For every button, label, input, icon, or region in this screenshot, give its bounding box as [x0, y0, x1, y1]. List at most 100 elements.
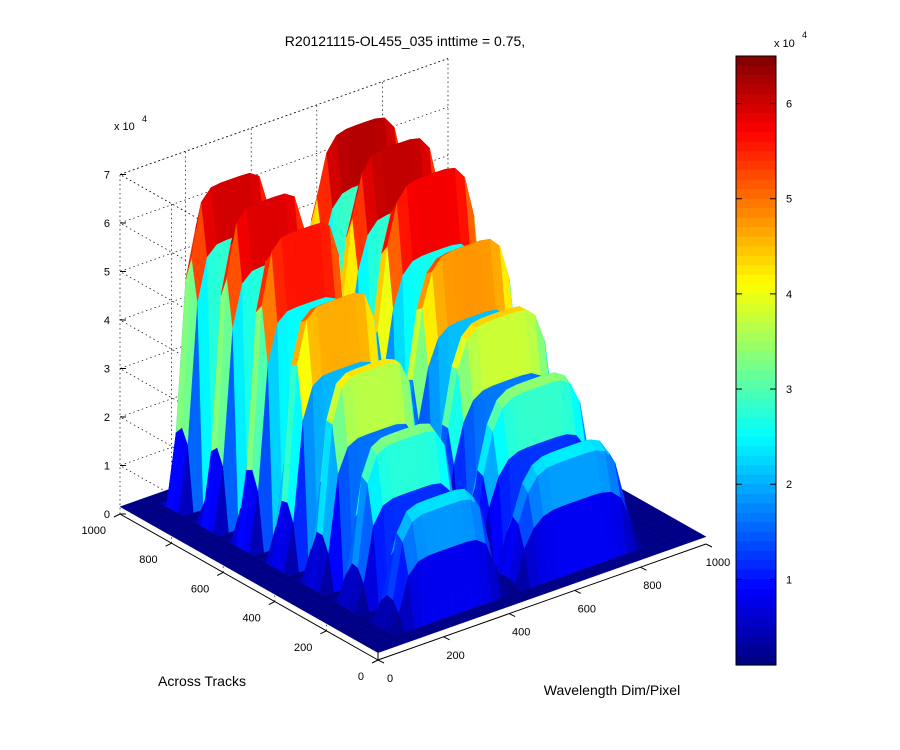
y-tick-label: 1000	[82, 525, 106, 537]
colorbar: 1 2 3 4 5 6 x 10 4	[735, 30, 807, 666]
colorbar-step	[736, 427, 776, 438]
x-tick-mark	[640, 566, 647, 571]
chart-title: R20121115-OL455_035 inttime = 0.75,	[285, 33, 525, 49]
axes-3d: 0 200 400 600 800 1000 0 200 400 600 800 1000 0 1 2 3 4 5…	[82, 58, 731, 686]
surface-patch	[690, 533, 707, 541]
y-tick-mark	[268, 601, 276, 606]
colorbar-step	[736, 588, 776, 599]
colorbar-step	[736, 598, 776, 609]
z-tick-label: 2	[104, 412, 110, 424]
colorbar-step	[736, 350, 776, 362]
colorbar-step	[736, 255, 776, 266]
colorbar-step	[736, 217, 776, 228]
z-tick-label: 6	[104, 218, 110, 230]
colorbar-step	[736, 151, 776, 162]
axis-line	[119, 513, 379, 661]
colorbar-step	[736, 274, 776, 285]
colorbar-step	[736, 331, 776, 343]
y-tick-mark	[216, 571, 224, 576]
colorbar-step	[736, 617, 776, 628]
y-tick-label: 600	[191, 583, 209, 595]
y-tick-mark	[320, 630, 327, 635]
colorbar-step	[736, 94, 776, 105]
colorbar-step	[736, 265, 776, 276]
colorbar-step	[736, 370, 776, 381]
colorbar-step	[736, 503, 776, 514]
colorbar-tick-label: 2	[786, 479, 792, 491]
colorbar-step	[736, 293, 776, 305]
y-tick-mark	[113, 513, 121, 518]
colorbar-step	[736, 65, 776, 76]
y-tick-label: 400	[242, 613, 260, 625]
colorbar-ticks: 1 2 3 4 5 6	[736, 99, 792, 586]
colorbar-step	[736, 436, 776, 447]
colorbar-step	[736, 541, 776, 552]
colorbar-step	[736, 122, 776, 133]
colorbar-tick-label: 1	[786, 574, 792, 586]
surface-plot	[119, 117, 707, 653]
colorbar-step	[736, 645, 776, 657]
colorbar-step	[736, 493, 776, 504]
colorbar-step	[736, 236, 776, 247]
colorbar-step	[736, 284, 776, 295]
colorbar-step	[736, 455, 776, 466]
x-tick-label: 200	[446, 650, 464, 662]
colorbar-step	[736, 636, 776, 647]
colorbar-step	[736, 103, 776, 114]
y-axis-label: Across Tracks	[158, 673, 246, 689]
colorbar-step	[736, 522, 776, 533]
z-exponent-base: x 10	[114, 121, 135, 133]
z-tick-label: 5	[104, 267, 110, 279]
colorbar-step	[736, 208, 776, 219]
colorbar-step	[736, 607, 776, 619]
colorbar-step	[736, 113, 776, 124]
colorbar-tick-label: 6	[786, 99, 792, 111]
colorbar-step	[736, 322, 776, 333]
x-tick-label: 1000	[706, 557, 730, 569]
y-tick-mark	[165, 542, 172, 547]
colorbar-step	[736, 474, 776, 485]
colorbar-step	[736, 379, 776, 390]
z-tick-label: 7	[104, 170, 110, 182]
colorbar-tick-label: 5	[786, 194, 792, 206]
colorbar-step	[736, 312, 776, 324]
colorbar-step	[736, 512, 776, 523]
z-exponent-power: 4	[142, 114, 147, 124]
x-tick-mark	[705, 543, 713, 548]
colorbar-step	[736, 408, 776, 419]
colorbar-tick-label: 4	[786, 289, 792, 301]
colorbar-step	[736, 626, 776, 638]
colorbar-step	[736, 75, 776, 86]
colorbar-step	[736, 227, 776, 238]
colorbar-step	[736, 84, 776, 95]
colorbar-step	[736, 484, 776, 495]
x-tick-label: 600	[578, 603, 596, 615]
colorbar-step	[736, 303, 776, 314]
x-tick-label: 800	[643, 580, 661, 592]
x-tick-mark	[377, 659, 385, 664]
y-tick-label: 800	[139, 554, 157, 566]
colorbar-step	[736, 531, 776, 542]
z-tick-label: 3	[104, 364, 110, 376]
y-tick-mark	[371, 659, 379, 664]
y-tick-label: 200	[294, 642, 312, 654]
colorbar-frame	[735, 55, 777, 666]
colorbar-step	[736, 389, 776, 400]
axis-ticks: 0 200 400 600 800 1000 0 200 400 600 800 1000 0 1 2 3 4 5…	[82, 170, 731, 686]
colorbar-step	[736, 579, 776, 590]
colorbar-step	[736, 189, 776, 200]
x-tick-mark	[443, 636, 450, 641]
axis-line	[377, 543, 707, 661]
y-tick-label: 0	[358, 671, 364, 683]
colorbar-step	[736, 569, 776, 580]
x-tick-label: 400	[512, 627, 530, 639]
colorbar-tick-label: 3	[786, 384, 792, 396]
z-tick-label: 0	[104, 509, 110, 521]
colorbar-step	[736, 655, 776, 666]
z-tick-label: 1	[104, 461, 110, 473]
colorbar-step	[736, 246, 776, 257]
colorbar-step	[736, 160, 776, 171]
colorbar-gradient	[736, 56, 776, 666]
colorbar-step	[736, 179, 776, 190]
colorbar-step	[736, 446, 776, 457]
